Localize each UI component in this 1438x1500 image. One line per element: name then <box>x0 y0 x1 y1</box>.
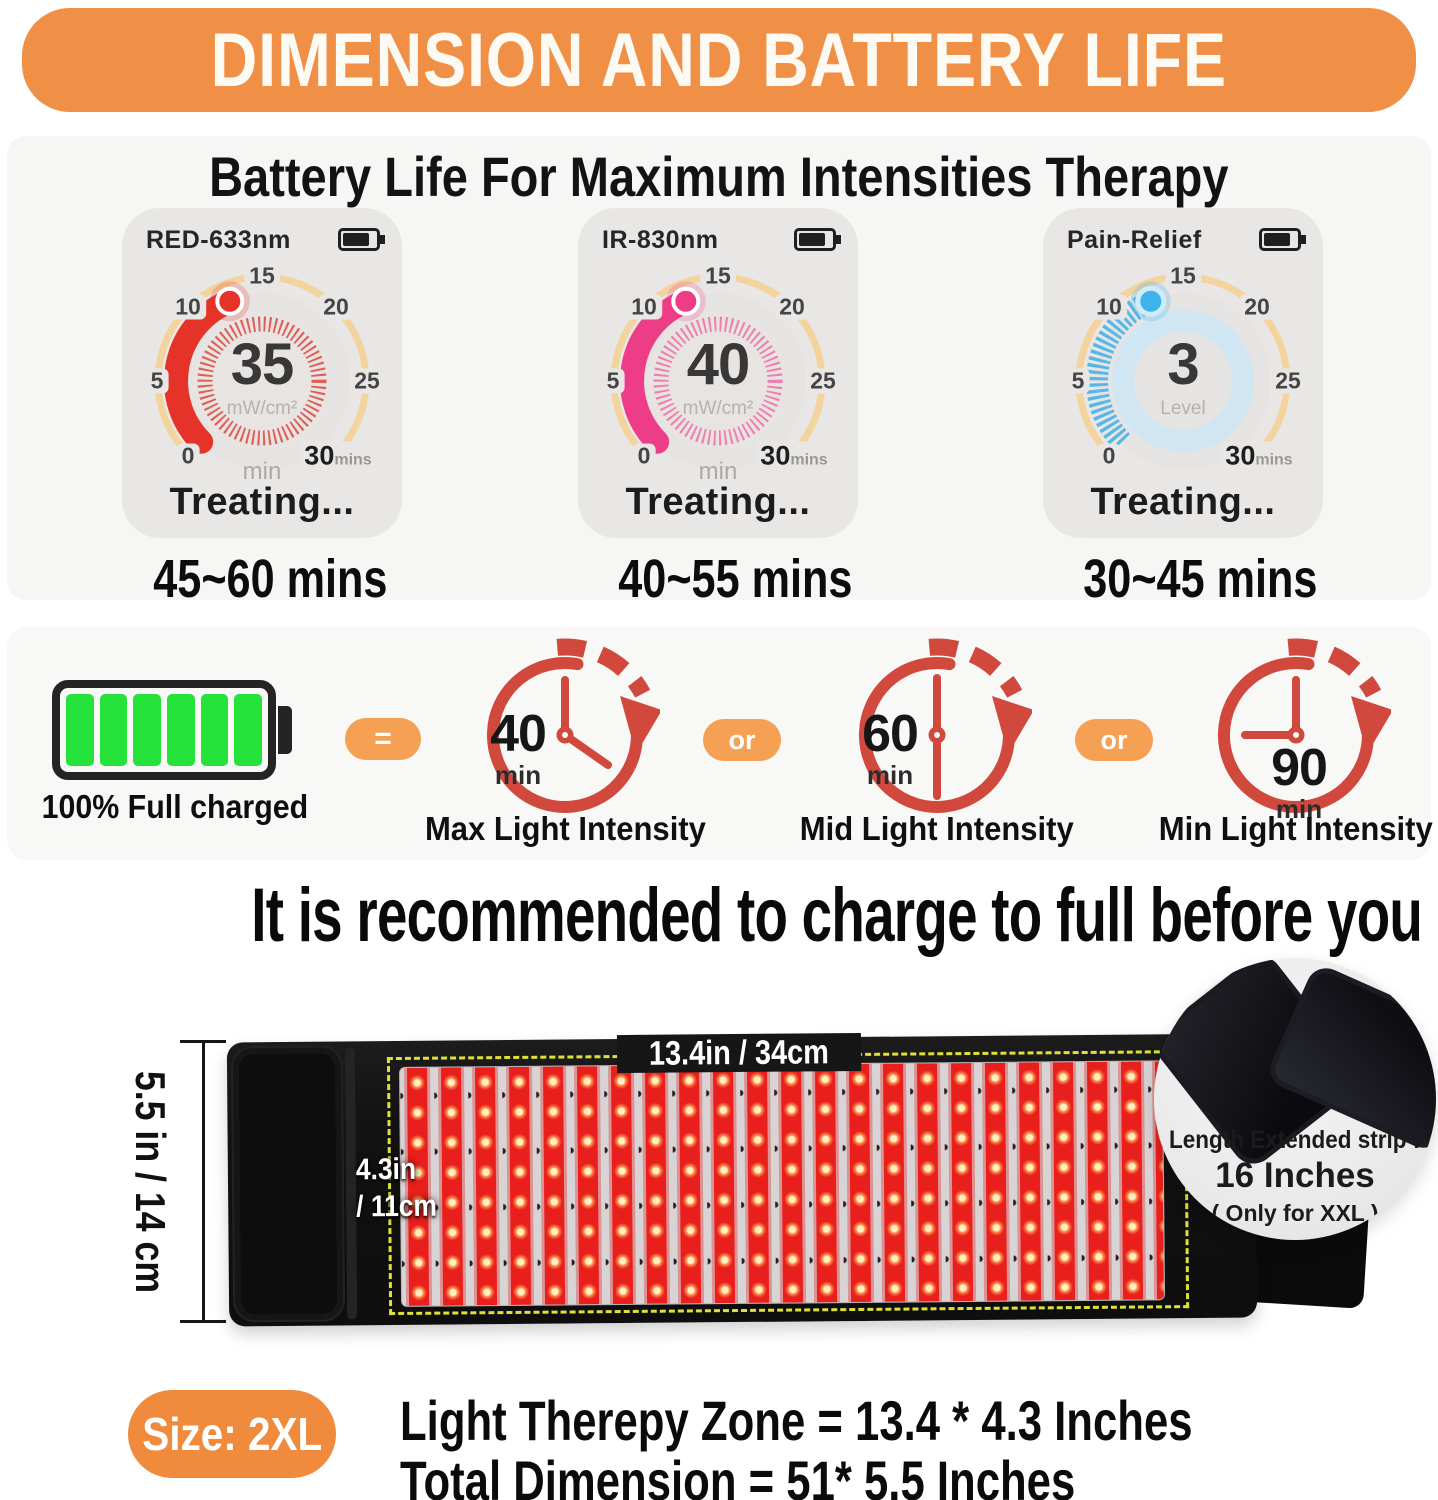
mode-label: IR-830nm <box>602 226 719 254</box>
banner: DIMENSION AND BATTERY LIFE <box>22 8 1416 112</box>
gauge-dial-ir: 0 5 10 15 20 25 30mins 40 mW/cm² min <box>588 250 848 510</box>
tick-label: 0 <box>1097 443 1121 469</box>
tick-label-max: 30mins <box>1220 441 1298 471</box>
gauge-card-ir: IR-830nm 0 5 10 15 20 25 30mins 40 mW/cm… <box>578 208 858 538</box>
battery-life-heading: Battery Life For Maximum Intensities The… <box>209 145 1229 208</box>
clock-minutes: 60 min <box>862 705 919 790</box>
duration-red: 45~60 mins <box>152 549 388 609</box>
height-dimension-label: 5.5 in / 14 cm <box>127 1070 174 1294</box>
tick-label-max: 30mins <box>299 441 377 471</box>
gauge-value: 40 <box>686 332 751 397</box>
or-pill: or <box>703 719 781 761</box>
belt-fold-ridge <box>344 1047 358 1320</box>
treating-status: Treating... <box>625 481 811 523</box>
tick-label: 20 <box>774 294 810 320</box>
inset-note: ( Only for XXL ) <box>1211 1200 1379 1226</box>
belt-velcro-strap <box>230 1045 346 1323</box>
gauge-value: 35 <box>230 332 295 397</box>
gauge-dial-red: 0 5 10 15 20 25 30mins 35 mW/cm² min <box>132 250 392 510</box>
tick-label: 10 <box>1091 294 1127 320</box>
tick-label: 20 <box>318 294 354 320</box>
inset-value: 16 Inches <box>1215 1156 1375 1195</box>
gauge-card-red: RED-633nm 0 5 10 15 20 25 30mins 35 mW/c… <box>122 208 402 538</box>
tick-label-max: 30mins <box>755 441 833 471</box>
gauge-dial-pain: 0 5 10 15 20 25 30mins 3 Level <box>1053 250 1313 510</box>
size-badge: Size: 2XL <box>128 1390 336 1478</box>
zone-width-label: 4.3in / 11cm <box>355 1152 438 1224</box>
tick-label: 0 <box>176 443 200 469</box>
tick-label: 0 <box>632 443 656 469</box>
belt-body <box>226 1033 1258 1327</box>
dimension-cap <box>180 1040 226 1043</box>
gauge-min-label: min <box>698 458 738 485</box>
tick-label: 15 <box>1165 263 1201 289</box>
tick-label: 25 <box>1270 368 1306 394</box>
charge-recommendation: It is recommended to charge to full befo… <box>251 873 1438 958</box>
therapy-zone-dimension-text: Light Therepy Zone = 13.4 * 4.3 Inches <box>400 1389 1193 1452</box>
gauge-unit: Level <box>1160 398 1206 419</box>
gauge-unit: mW/cm² <box>226 398 298 419</box>
gauge-unit: mW/cm² <box>682 398 754 419</box>
dimension-cap <box>180 1320 226 1323</box>
total-dimension-text: Total Dimension = 51* 5.5 Inches <box>400 1449 1076 1500</box>
treating-status: Treating... <box>1090 481 1276 523</box>
tick-label: 5 <box>145 368 169 394</box>
mode-label: Pain-Relief <box>1067 226 1202 254</box>
treating-status: Treating... <box>169 481 355 523</box>
duration-ir: 40~55 mins <box>617 549 853 609</box>
intensity-label-mid: Mid Light Intensity <box>799 810 1074 847</box>
clock-minutes: 40 min <box>490 705 547 790</box>
tick-label: 5 <box>601 368 625 394</box>
gauge-value: 3 <box>1167 332 1199 397</box>
mode-label: RED-633nm <box>146 226 291 254</box>
page-title: DIMENSION AND BATTERY LIFE <box>210 17 1228 103</box>
battery-icon <box>338 228 385 251</box>
battery-charged-label: 100% Full charged <box>41 788 309 825</box>
equals-pill: = <box>345 718 421 760</box>
gauge-dial-graphic <box>610 273 826 469</box>
width-dimension-label: 13.4in / 34cm <box>616 1032 861 1074</box>
intensity-label-min: Min Light Intensity <box>1158 810 1433 847</box>
clock-icon-40min: 40 min <box>470 638 662 828</box>
tick-label: 25 <box>349 368 385 394</box>
tick-label: 10 <box>626 294 662 320</box>
clock-icon-90min: 90 min <box>1201 638 1393 828</box>
inset-title: Length Extended strip : <box>1169 1126 1421 1154</box>
or-pill: or <box>1075 719 1153 761</box>
tick-label: 15 <box>244 263 280 289</box>
tick-label: 20 <box>1239 294 1275 320</box>
clock-icon-60min: 60 min <box>842 638 1034 828</box>
duration-pain: 30~45 mins <box>1082 549 1318 609</box>
tick-label: 5 <box>1066 368 1090 394</box>
tick-label: 25 <box>805 368 841 394</box>
led-zone-dashed-outline <box>386 1050 1190 1316</box>
tick-label: 15 <box>700 263 736 289</box>
intensity-label-max: Max Light Intensity <box>424 810 706 847</box>
battery-terminal <box>278 706 292 754</box>
tick-label: 10 <box>170 294 206 320</box>
height-dimension-line <box>202 1042 205 1322</box>
gauge-card-pain-relief: Pain-Relief 0 5 10 15 20 25 30mins 3 Lev… <box>1043 208 1323 538</box>
gauge-min-label: min <box>242 458 282 485</box>
full-battery-icon <box>52 680 276 780</box>
gauge-dial-graphic <box>1075 273 1291 469</box>
led-array <box>399 1060 1166 1307</box>
battery-icon <box>794 228 841 251</box>
clock-minutes: 90 min <box>1271 739 1328 824</box>
extension-strip-inset: Length Extended strip : 16 Inches ( Only… <box>1154 958 1436 1240</box>
battery-icon <box>1259 228 1306 251</box>
